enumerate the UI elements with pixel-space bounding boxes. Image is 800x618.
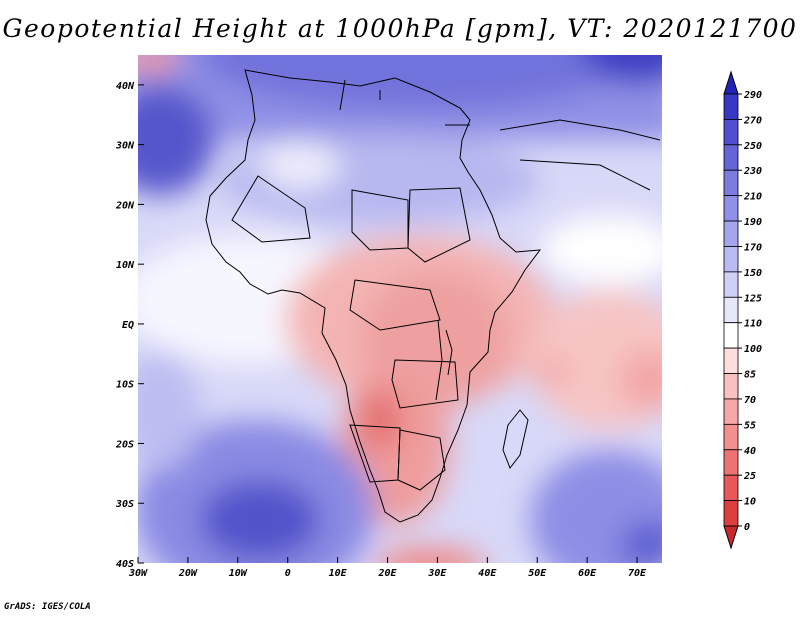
lon-tick-label: 20W bbox=[178, 568, 198, 579]
lat-tick-label: 10S bbox=[116, 380, 134, 391]
lon-tick-label: 70E bbox=[628, 568, 647, 579]
colorbar-swatch bbox=[723, 398, 739, 425]
colorbar-swatch bbox=[723, 220, 739, 247]
colorbar-label: 70 bbox=[744, 395, 756, 406]
colorbar-swatch bbox=[723, 500, 739, 527]
colorbar-label: 210 bbox=[743, 192, 762, 203]
colorbar-swatch bbox=[723, 373, 739, 400]
colorbar-label: 170 bbox=[744, 242, 762, 253]
lat-tick-label: 30N bbox=[115, 141, 135, 152]
lat-tick-label: 30S bbox=[115, 499, 134, 510]
colorbar-label: 55 bbox=[744, 420, 756, 431]
longitude-axis: 30W 20W 10W 0 10E 20E 30E 40E 50E 60E 70E bbox=[128, 557, 647, 579]
colorbar-label: 85 bbox=[744, 370, 756, 381]
lon-tick-label: 50E bbox=[528, 568, 547, 579]
colorbar-swatch bbox=[723, 195, 739, 222]
lon-tick-label: 30W bbox=[128, 568, 148, 579]
colorbar-swatch bbox=[723, 119, 739, 146]
colorbar-swatch bbox=[723, 169, 739, 197]
colorbar-label: 100 bbox=[744, 344, 762, 355]
colorbar-bottom-arrow bbox=[723, 525, 739, 550]
lat-tick-label: 40S bbox=[116, 559, 134, 570]
lon-tick-label: 10W bbox=[229, 568, 248, 579]
footer-credit: GrADS: IGES/COLA bbox=[4, 602, 91, 612]
lat-tick-label: EQ bbox=[122, 320, 134, 331]
colorbar-swatch bbox=[723, 296, 739, 324]
colorbar-swatch bbox=[723, 423, 739, 451]
coastlines bbox=[205, 69, 661, 523]
lat-tick-label: 40N bbox=[116, 81, 135, 92]
colorbar-label: 230 bbox=[743, 166, 762, 177]
colorbar-label: 10 bbox=[744, 497, 756, 508]
colorbar-label: 250 bbox=[743, 141, 762, 152]
colorbar-label: 125 bbox=[744, 293, 762, 304]
colorbar-label: 0 bbox=[744, 522, 750, 533]
colorbar-swatch bbox=[723, 474, 739, 501]
lon-tick-label: 60E bbox=[578, 568, 597, 579]
latitude-axis: 40N 30N 20N 10N EQ 10S 20S 30S 40S bbox=[115, 81, 144, 570]
colorbar-swatch bbox=[723, 144, 739, 171]
colorbar-label: 110 bbox=[744, 319, 762, 330]
colorbar: 0 10 25 40 55 70 85 100 110 125 150 170 190 210 230 250… bbox=[723, 70, 762, 550]
colorbar-label: 190 bbox=[744, 217, 762, 228]
colorbar-swatch bbox=[723, 322, 739, 349]
lon-tick-label: 10E bbox=[329, 568, 348, 579]
colorbar-label: 40 bbox=[744, 446, 756, 457]
colorbar-swatch bbox=[723, 449, 739, 476]
colorbar-swatch bbox=[723, 347, 739, 374]
lat-tick-label: 10N bbox=[116, 260, 135, 271]
colorbar-swatch bbox=[723, 246, 739, 273]
lat-tick-label: 20S bbox=[115, 439, 134, 450]
chart-title: Geopotential Height at 1000hPa [gpm], VT… bbox=[2, 14, 798, 43]
colorbar-label: 25 bbox=[743, 471, 756, 482]
colorbar-label: 270 bbox=[743, 115, 762, 126]
colorbar-top-arrow bbox=[723, 70, 739, 95]
lon-tick-label: 40E bbox=[478, 568, 497, 579]
lat-tick-label: 20N bbox=[115, 200, 135, 211]
colorbar-label: 150 bbox=[744, 268, 762, 279]
colorbar-swatch bbox=[723, 271, 739, 298]
colorbar-label: 290 bbox=[743, 90, 762, 101]
lon-tick-label: 20E bbox=[377, 568, 397, 579]
height-field bbox=[138, 55, 662, 563]
lon-tick-label: 30E bbox=[427, 568, 447, 579]
colorbar-swatch bbox=[723, 93, 739, 120]
lon-tick-label: 0 bbox=[285, 568, 291, 579]
